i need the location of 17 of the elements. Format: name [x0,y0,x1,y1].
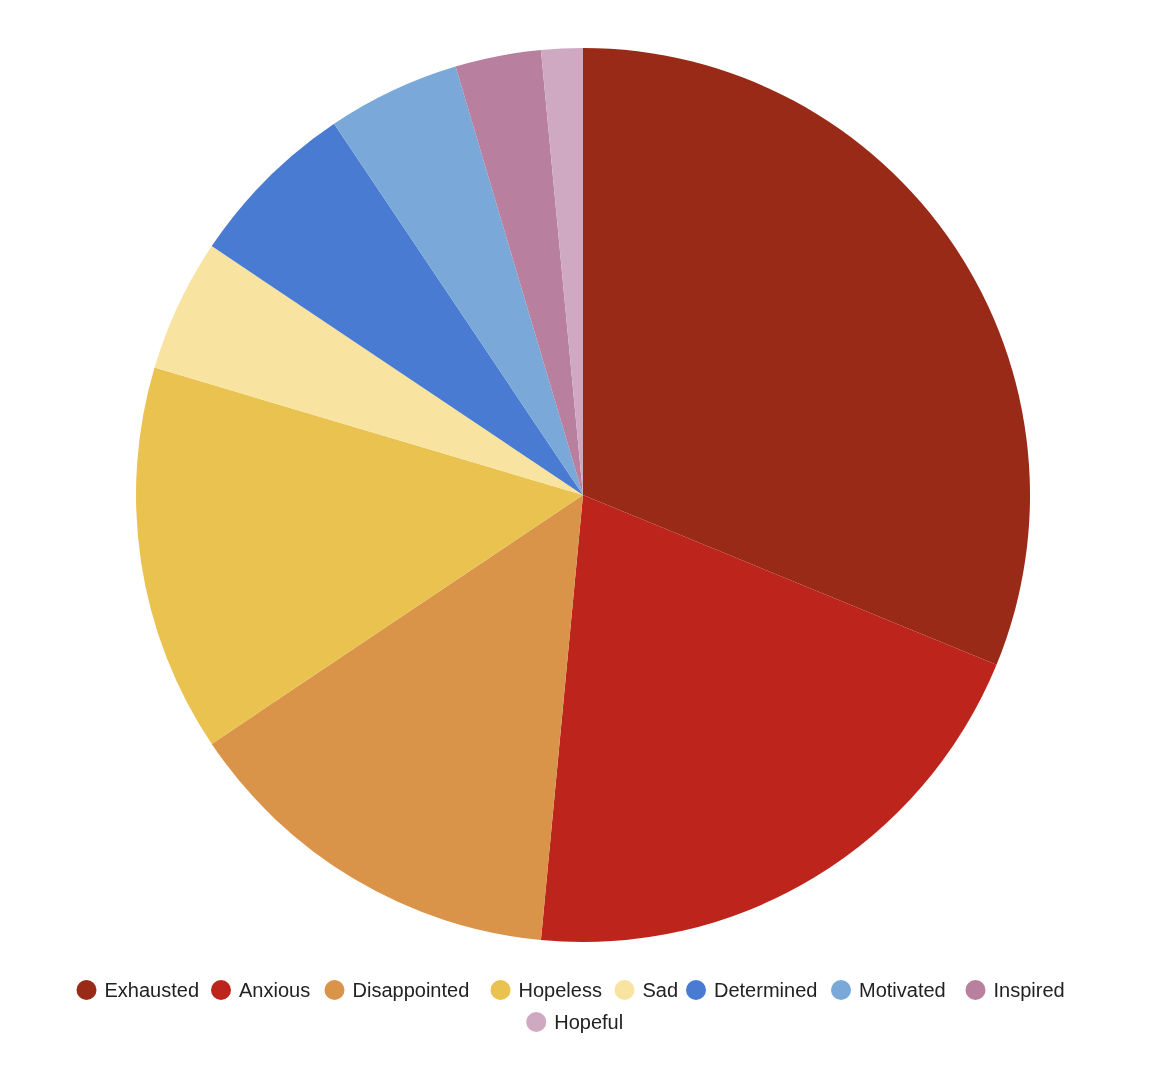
pie-slice [334,66,583,495]
pie-slice [540,495,997,942]
legend-label: Motivated [859,979,946,1001]
pie-slice [455,49,583,495]
legend-label: Hopeless [518,979,602,1001]
legend-label: Anxious [239,979,311,1001]
legend-label: Inspired [993,979,1065,1001]
pie-slice [211,495,583,941]
pie-slice [583,48,1030,665]
pie-slice [136,367,583,744]
legend-label: Hopeful [554,1011,624,1033]
legend-label: Exhausted [104,979,200,1001]
pie-slice [154,246,583,495]
pie-slice [211,123,583,495]
legend-label: Disappointed [352,979,470,1001]
legend-label: Sad [642,979,679,1001]
legend-label: Determined [714,979,818,1001]
